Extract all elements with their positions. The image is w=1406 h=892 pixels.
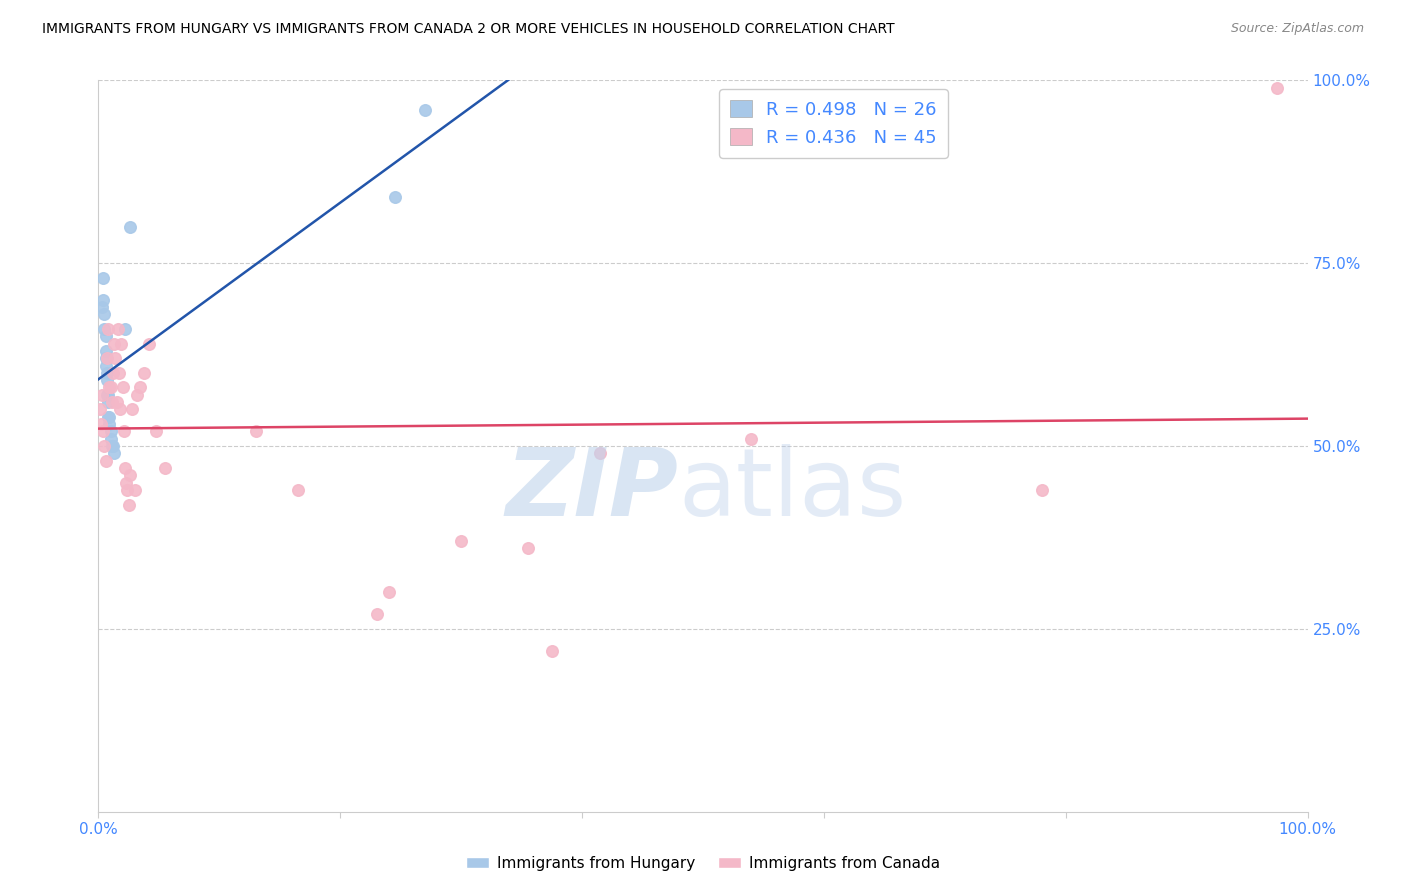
Point bbox=[1267, 80, 1289, 95]
Point bbox=[91, 270, 114, 285]
Point bbox=[413, 103, 436, 117]
Point bbox=[118, 219, 141, 234]
Point bbox=[104, 351, 127, 366]
Point bbox=[93, 307, 115, 321]
Point bbox=[93, 322, 115, 336]
Point bbox=[91, 388, 114, 402]
Point bbox=[101, 439, 124, 453]
Point bbox=[101, 366, 124, 380]
Point bbox=[97, 395, 120, 409]
Point bbox=[111, 380, 134, 394]
Point bbox=[1031, 483, 1053, 497]
Point bbox=[97, 388, 120, 402]
Text: atlas: atlas bbox=[679, 444, 907, 536]
Point bbox=[97, 322, 120, 336]
Point bbox=[128, 380, 150, 394]
Point bbox=[103, 336, 125, 351]
Legend: Immigrants from Hungary, Immigrants from Canada: Immigrants from Hungary, Immigrants from… bbox=[460, 850, 946, 877]
Point bbox=[100, 439, 122, 453]
Point bbox=[138, 336, 160, 351]
Point bbox=[366, 607, 388, 622]
Point bbox=[115, 475, 138, 490]
Point bbox=[112, 425, 135, 439]
Point bbox=[114, 322, 136, 336]
Point bbox=[98, 417, 121, 431]
Point bbox=[91, 300, 114, 314]
Point bbox=[124, 483, 146, 497]
Point bbox=[108, 402, 131, 417]
Point bbox=[377, 585, 399, 599]
Point bbox=[134, 366, 156, 380]
Point bbox=[516, 541, 538, 556]
Point bbox=[110, 336, 132, 351]
Point bbox=[105, 395, 128, 409]
Point bbox=[96, 366, 118, 380]
Point bbox=[127, 388, 149, 402]
Point bbox=[100, 380, 122, 394]
Point bbox=[94, 453, 117, 467]
Point bbox=[103, 446, 125, 460]
Point bbox=[96, 351, 118, 366]
Point bbox=[117, 483, 139, 497]
Point bbox=[540, 644, 562, 658]
Point bbox=[97, 409, 120, 424]
Point bbox=[94, 359, 117, 373]
Point bbox=[94, 343, 117, 358]
Point bbox=[108, 366, 131, 380]
Point bbox=[114, 461, 136, 475]
Point bbox=[96, 373, 118, 387]
Text: IMMIGRANTS FROM HUNGARY VS IMMIGRANTS FROM CANADA 2 OR MORE VEHICLES IN HOUSEHOL: IMMIGRANTS FROM HUNGARY VS IMMIGRANTS FR… bbox=[42, 22, 894, 37]
Point bbox=[245, 425, 267, 439]
Point bbox=[287, 483, 309, 497]
Point bbox=[589, 446, 612, 460]
Point bbox=[740, 432, 762, 446]
Point bbox=[100, 395, 122, 409]
Point bbox=[450, 534, 472, 549]
Legend: R = 0.498   N = 26, R = 0.436   N = 45: R = 0.498 N = 26, R = 0.436 N = 45 bbox=[720, 89, 948, 158]
Point bbox=[94, 329, 117, 343]
Point bbox=[384, 190, 406, 204]
Point bbox=[93, 439, 115, 453]
Point bbox=[145, 425, 167, 439]
Point bbox=[98, 380, 121, 394]
Point bbox=[89, 402, 111, 417]
Text: ZIP: ZIP bbox=[506, 444, 679, 536]
Point bbox=[94, 351, 117, 366]
Point bbox=[121, 402, 143, 417]
Point bbox=[91, 425, 114, 439]
Point bbox=[90, 417, 112, 431]
Text: Source: ZipAtlas.com: Source: ZipAtlas.com bbox=[1230, 22, 1364, 36]
Point bbox=[91, 293, 114, 307]
Point bbox=[98, 409, 121, 424]
Point bbox=[118, 498, 141, 512]
Point bbox=[100, 425, 122, 439]
Point bbox=[118, 468, 141, 483]
Point bbox=[107, 322, 129, 336]
Point bbox=[96, 388, 118, 402]
Point bbox=[153, 461, 176, 475]
Point bbox=[100, 432, 122, 446]
